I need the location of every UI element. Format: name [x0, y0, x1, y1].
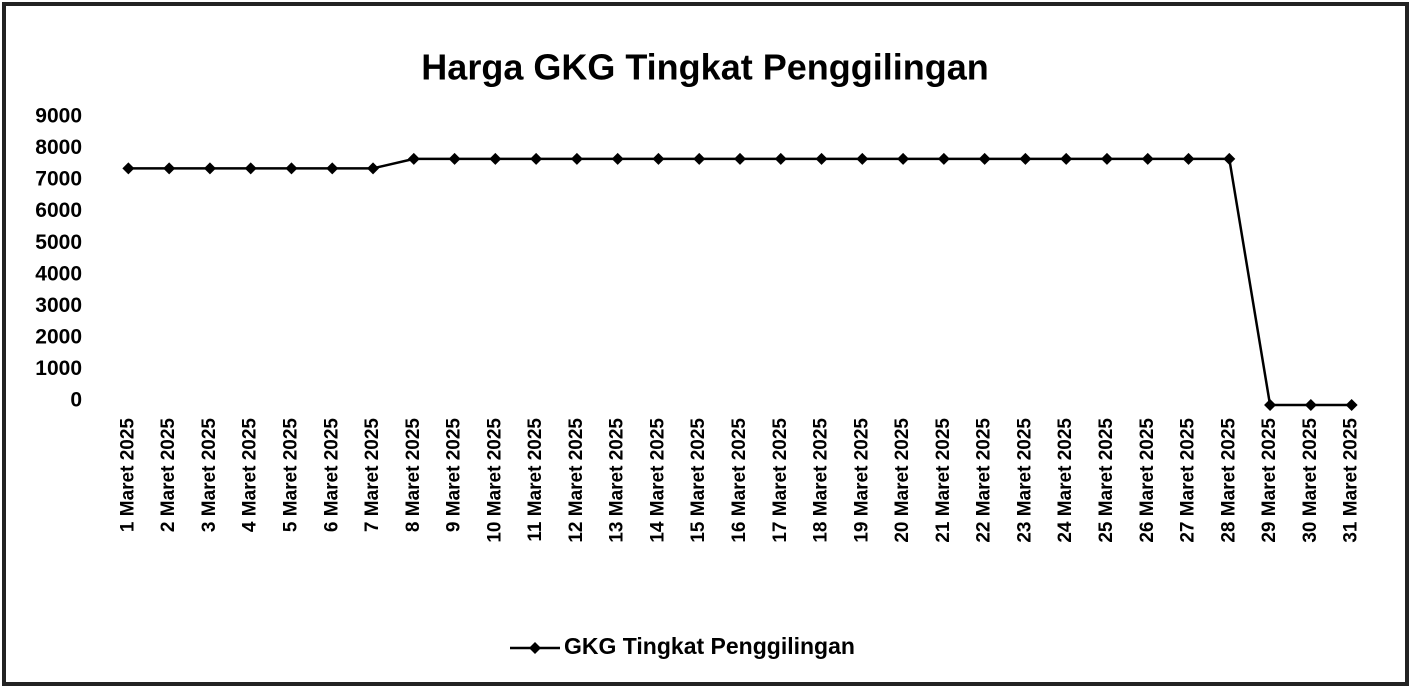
x-tick-label: 16 Maret 2025 [729, 418, 750, 543]
y-tick-label: 3000 [35, 294, 82, 317]
data-point [570, 152, 583, 165]
y-tick-label: 2000 [35, 325, 82, 348]
data-point [530, 152, 543, 165]
x-tick-label: 18 Maret 2025 [811, 418, 832, 543]
x-tick-label: 20 Maret 2025 [892, 418, 913, 543]
x-tick-label: 2 Maret 2025 [158, 418, 179, 533]
y-tick-label: 9000 [35, 105, 82, 128]
legend-label: GKG Tingkat Penggilingan [564, 633, 855, 659]
x-tick-label: 3 Maret 2025 [199, 418, 220, 533]
data-point [897, 152, 910, 165]
data-point [1100, 152, 1113, 165]
x-tick-label: 31 Maret 2025 [1341, 418, 1362, 543]
data-point [489, 152, 502, 165]
data-point [978, 152, 991, 165]
x-tick-label: 11 Maret 2025 [525, 418, 546, 542]
data-point [1019, 152, 1032, 165]
chart-title: Harga GKG Tingkat Penggilingan [421, 47, 988, 88]
data-point [611, 152, 624, 165]
y-tick-label: 1000 [35, 357, 82, 380]
data-point [1060, 152, 1073, 165]
data-point [1264, 399, 1277, 411]
data-point [1223, 152, 1236, 165]
data-point [203, 162, 216, 175]
x-tick-label: 8 Maret 2025 [403, 418, 424, 533]
y-tick-label: 7000 [35, 168, 82, 191]
x-tick-label: 4 Maret 2025 [240, 418, 261, 533]
x-tick-label: 6 Maret 2025 [321, 418, 342, 533]
data-point [285, 162, 298, 175]
data-point [815, 152, 828, 165]
data-point [1182, 152, 1195, 165]
data-point [326, 162, 339, 175]
data-point [693, 152, 706, 165]
x-tick-label: 29 Maret 2025 [1259, 418, 1280, 543]
x-tick-label: 19 Maret 2025 [851, 418, 872, 543]
x-tick-label: 26 Maret 2025 [1137, 418, 1158, 543]
x-tick-label: 17 Maret 2025 [770, 418, 791, 543]
data-point [856, 152, 869, 165]
x-tick-label: 1 Maret 2025 [117, 418, 138, 533]
x-tick-label: 27 Maret 2025 [1178, 418, 1199, 543]
data-point [652, 152, 665, 165]
x-tick-label: 24 Maret 2025 [1055, 418, 1076, 543]
data-point [774, 152, 787, 165]
y-tick-label: 6000 [35, 199, 82, 222]
x-tick-label: 5 Maret 2025 [280, 418, 301, 533]
y-tick-label: 5000 [35, 231, 82, 254]
x-tick-label: 9 Maret 2025 [444, 418, 465, 533]
x-tick-label: 25 Maret 2025 [1096, 418, 1117, 543]
data-point [1141, 152, 1154, 165]
legend-marker [529, 642, 541, 654]
x-tick-label: 15 Maret 2025 [688, 418, 709, 543]
x-tick-label: 23 Maret 2025 [1014, 418, 1035, 543]
data-point [367, 162, 380, 175]
y-tick-label: 8000 [35, 136, 82, 159]
x-tick-label: 30 Maret 2025 [1300, 418, 1321, 543]
y-tick-label: 0 [70, 389, 82, 412]
x-tick-label: 7 Maret 2025 [362, 418, 383, 533]
data-point [448, 152, 461, 165]
x-tick-label: 22 Maret 2025 [974, 418, 995, 543]
data-point [937, 152, 950, 165]
data-point [122, 162, 135, 175]
data-point [1345, 399, 1358, 411]
data-point [734, 152, 746, 165]
data-point [1304, 399, 1317, 411]
x-tick-label: 13 Maret 2025 [607, 418, 628, 543]
x-tick-label: 21 Maret 2025 [933, 418, 954, 543]
x-tick-label: 14 Maret 2025 [647, 418, 668, 543]
y-tick-label: 4000 [35, 262, 82, 285]
data-point [163, 162, 176, 175]
x-tick-label: 12 Maret 2025 [566, 418, 587, 543]
data-point [407, 152, 420, 165]
x-tick-label: 10 Maret 2025 [484, 418, 505, 543]
data-point [244, 162, 257, 175]
x-tick-label: 28 Maret 2025 [1218, 418, 1239, 543]
